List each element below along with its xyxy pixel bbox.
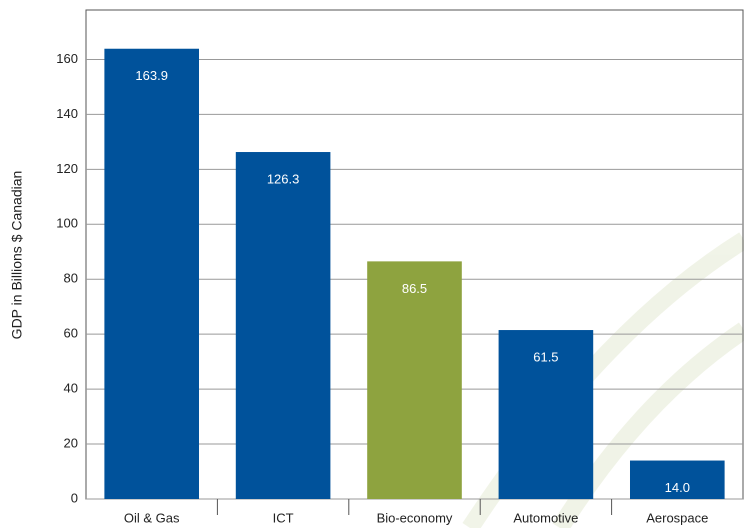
y-tick-label: 120: [56, 161, 78, 176]
y-tick-label: 80: [64, 271, 78, 286]
data-label: 61.5: [533, 349, 558, 364]
y-tick-label: 40: [64, 381, 78, 396]
x-tick-label: Bio-economy: [377, 510, 453, 525]
y-tick-label: 20: [64, 435, 78, 450]
x-tick-label: ICT: [273, 510, 294, 525]
y-axis-label: GDP in Billions $ Canadian: [9, 171, 25, 340]
y-tick-label: 160: [56, 51, 78, 66]
x-tick-label: Automotive: [513, 510, 578, 525]
chart: GDP in Billions $ Canadian 0 20 40 60 80 100 1…: [0, 0, 744, 528]
y-tick-label: 0: [71, 490, 78, 505]
bar: [236, 152, 331, 499]
x-tick-label: Oil & Gas: [124, 510, 180, 525]
data-label: 126.3: [267, 171, 300, 186]
y-tick-label: 100: [56, 216, 78, 231]
bar: [104, 49, 199, 499]
data-label: 86.5: [402, 281, 427, 296]
y-tick-label: 60: [64, 326, 78, 341]
data-label: 14.0: [665, 480, 690, 495]
y-tick-label: 140: [56, 106, 78, 121]
data-label: 163.9: [135, 68, 168, 83]
x-tick-label: Aerospace: [646, 510, 708, 525]
bar: [367, 261, 462, 499]
